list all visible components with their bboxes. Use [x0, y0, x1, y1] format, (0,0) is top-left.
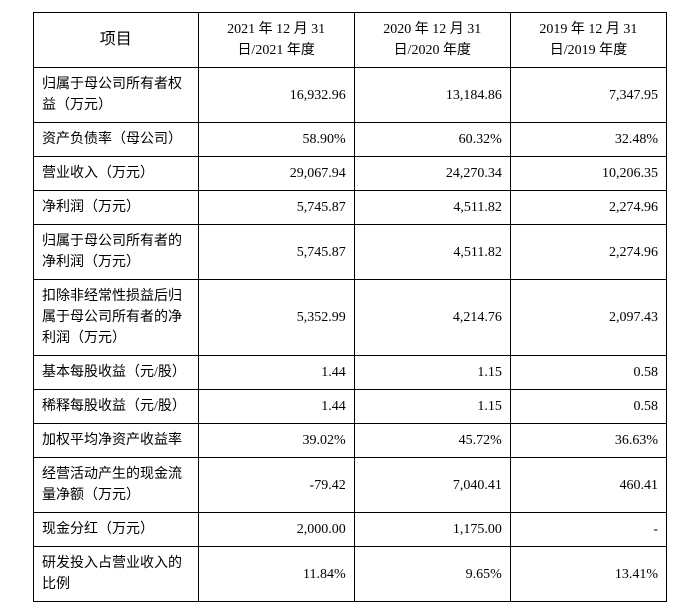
row-value: 2,274.96: [510, 225, 666, 280]
header-label: 项目: [34, 13, 199, 68]
row-value: 58.90%: [198, 123, 354, 157]
row-label: 净利润（万元）: [34, 191, 199, 225]
row-value: 7,347.95: [510, 68, 666, 123]
table-row: 加权平均净资产收益率 39.02% 45.72% 36.63%: [34, 424, 667, 458]
row-value: 1.15: [354, 356, 510, 390]
row-value: 45.72%: [354, 424, 510, 458]
row-value: 10,206.35: [510, 157, 666, 191]
row-value: 0.58: [510, 356, 666, 390]
header-year-2020: 2020 年 12 月 31 日/2020 年度: [354, 13, 510, 68]
row-label: 基本每股收益（元/股）: [34, 356, 199, 390]
row-label: 扣除非经常性损益后归属于母公司所有者的净利润（万元）: [34, 280, 199, 356]
row-value: 5,745.87: [198, 191, 354, 225]
row-value: 13,184.86: [354, 68, 510, 123]
row-value: 60.32%: [354, 123, 510, 157]
row-value: 11.84%: [198, 547, 354, 602]
row-label: 营业收入（万元）: [34, 157, 199, 191]
table-row: 资产负债率（母公司） 58.90% 60.32% 32.48%: [34, 123, 667, 157]
row-label: 现金分红（万元）: [34, 513, 199, 547]
row-value: -79.42: [198, 458, 354, 513]
table-row: 营业收入（万元） 29,067.94 24,270.34 10,206.35: [34, 157, 667, 191]
table-row: 现金分红（万元） 2,000.00 1,175.00 -: [34, 513, 667, 547]
table-row: 净利润（万元） 5,745.87 4,511.82 2,274.96: [34, 191, 667, 225]
table-row: 归属于母公司所有者权益（万元） 16,932.96 13,184.86 7,34…: [34, 68, 667, 123]
table-row: 扣除非经常性损益后归属于母公司所有者的净利润（万元） 5,352.99 4,21…: [34, 280, 667, 356]
table-header-row: 项目 2021 年 12 月 31 日/2021 年度 2020 年 12 月 …: [34, 13, 667, 68]
row-label: 归属于母公司所有者权益（万元）: [34, 68, 199, 123]
row-value: 2,274.96: [510, 191, 666, 225]
row-value: 1,175.00: [354, 513, 510, 547]
row-value: 0.58: [510, 390, 666, 424]
row-label: 研发投入占营业收入的比例: [34, 547, 199, 602]
row-value: -: [510, 513, 666, 547]
row-value: 32.48%: [510, 123, 666, 157]
row-label: 资产负债率（母公司）: [34, 123, 199, 157]
row-value: 1.15: [354, 390, 510, 424]
table-row: 稀释每股收益（元/股） 1.44 1.15 0.58: [34, 390, 667, 424]
row-value: 1.44: [198, 356, 354, 390]
row-value: 4,511.82: [354, 191, 510, 225]
table-row: 研发投入占营业收入的比例 11.84% 9.65% 13.41%: [34, 547, 667, 602]
row-label: 加权平均净资产收益率: [34, 424, 199, 458]
row-label: 归属于母公司所有者的净利润（万元）: [34, 225, 199, 280]
row-value: 5,352.99: [198, 280, 354, 356]
row-label: 经营活动产生的现金流量净额（万元）: [34, 458, 199, 513]
row-value: 13.41%: [510, 547, 666, 602]
table-body: 归属于母公司所有者权益（万元） 16,932.96 13,184.86 7,34…: [34, 68, 667, 602]
row-value: 4,214.76: [354, 280, 510, 356]
financial-table-container: 项目 2021 年 12 月 31 日/2021 年度 2020 年 12 月 …: [0, 0, 700, 614]
row-value: 5,745.87: [198, 225, 354, 280]
row-value: 39.02%: [198, 424, 354, 458]
row-value: 460.41: [510, 458, 666, 513]
header-year-2021: 2021 年 12 月 31 日/2021 年度: [198, 13, 354, 68]
table-row: 基本每股收益（元/股） 1.44 1.15 0.58: [34, 356, 667, 390]
header-year-2019: 2019 年 12 月 31 日/2019 年度: [510, 13, 666, 68]
row-value: 1.44: [198, 390, 354, 424]
row-value: 2,000.00: [198, 513, 354, 547]
row-value: 16,932.96: [198, 68, 354, 123]
row-value: 2,097.43: [510, 280, 666, 356]
row-label: 稀释每股收益（元/股）: [34, 390, 199, 424]
financial-table: 项目 2021 年 12 月 31 日/2021 年度 2020 年 12 月 …: [33, 12, 667, 602]
row-value: 24,270.34: [354, 157, 510, 191]
table-row: 归属于母公司所有者的净利润（万元） 5,745.87 4,511.82 2,27…: [34, 225, 667, 280]
row-value: 9.65%: [354, 547, 510, 602]
row-value: 29,067.94: [198, 157, 354, 191]
table-row: 经营活动产生的现金流量净额（万元） -79.42 7,040.41 460.41: [34, 458, 667, 513]
row-value: 4,511.82: [354, 225, 510, 280]
row-value: 7,040.41: [354, 458, 510, 513]
row-value: 36.63%: [510, 424, 666, 458]
